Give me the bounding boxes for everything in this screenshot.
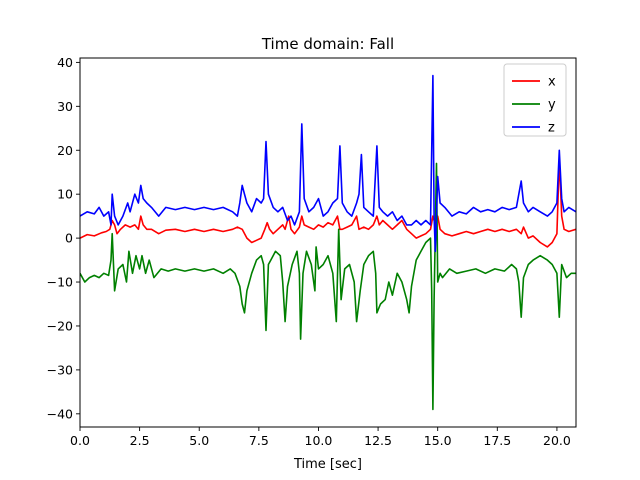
plot-frame (79, 57, 577, 428)
legend-label-z: z (548, 121, 555, 136)
series-line-y (80, 162, 576, 411)
x-tick-label: 0.0 (70, 433, 90, 448)
y-tick-label: −10 (47, 275, 73, 290)
y-tick-label: −40 (47, 406, 73, 421)
x-tick-label: 15.0 (424, 433, 452, 448)
x-tick-label: 20.0 (543, 433, 571, 448)
x-axis-ticks: 0.0 2.5 5.0 7.5 10.0 12.5 15.0 17.5 20.0 (70, 427, 571, 448)
y-tick-label: 0 (65, 231, 73, 246)
legend-label-y: y (548, 98, 556, 113)
y-tick-label: 40 (57, 55, 73, 70)
series-line-x (80, 158, 576, 248)
plot-series (80, 74, 576, 411)
x-tick-label: 10.0 (305, 433, 333, 448)
y-tick-label: −30 (47, 362, 73, 377)
legend: xyz (503, 63, 567, 137)
x-tick-label: 7.5 (249, 433, 269, 448)
x-tick-label: 17.5 (483, 433, 511, 448)
x-tick-label: 2.5 (130, 433, 150, 448)
y-tick-label: −20 (47, 318, 73, 333)
x-tick-label: 5.0 (189, 433, 209, 448)
x-tick-label: 12.5 (364, 433, 392, 448)
y-axis-ticks: −40 −30 −20 −10 0 10 20 30 40 (47, 55, 80, 421)
x-axis-label: Time [sec] (293, 457, 362, 472)
series-line-z (80, 74, 576, 253)
chart-title: Time domain: Fall (261, 35, 394, 53)
y-tick-label: 10 (57, 187, 73, 202)
y-tick-label: 30 (57, 99, 73, 114)
legend-box (503, 63, 567, 137)
legend-label-x: x (548, 75, 556, 90)
y-tick-label: 20 (57, 143, 73, 158)
